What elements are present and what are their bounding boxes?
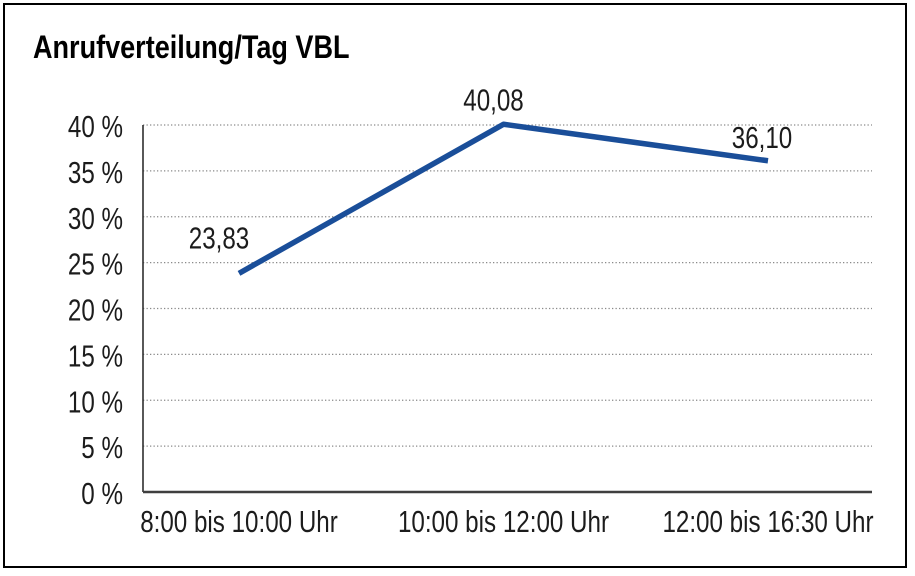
chart-frame	[3, 3, 907, 568]
y-tick-label: 5 %	[81, 430, 123, 465]
axis-layer	[142, 125, 872, 494]
x-axis-category-label: 8:00 bis 10:00 Uhr	[140, 504, 338, 539]
series-layer	[237, 121, 769, 276]
y-tick-label: 10 %	[68, 384, 123, 419]
gridline-layer	[143, 124, 872, 447]
label-layer: 0 % 5 % 10 % 15 % 20 % 25 % 30 % 35 % 40 % 8:00 b…	[68, 82, 874, 539]
series-line	[237, 121, 769, 276]
x-axis-category-label: 12:00 bis 16:30 Uhr	[662, 504, 873, 539]
y-tick-label: 15 %	[68, 338, 123, 373]
y-tick-label: 35 %	[68, 155, 123, 190]
y-tick-label: 30 %	[68, 201, 123, 236]
y-tick-label: 20 %	[68, 293, 123, 328]
y-tick-label: 25 %	[68, 247, 123, 282]
y-tick-label: 40 %	[68, 109, 123, 144]
data-point-label: 40,08	[463, 82, 524, 117]
data-point-label: 23,83	[189, 220, 250, 255]
data-point-label: 36,10	[732, 120, 793, 155]
chart-title: Anrufverteilung/Tag VBL	[33, 29, 350, 65]
y-tick-label: 0 %	[81, 476, 123, 511]
x-axis-category-label: 10:00 bis 12:00 Uhr	[398, 504, 609, 539]
